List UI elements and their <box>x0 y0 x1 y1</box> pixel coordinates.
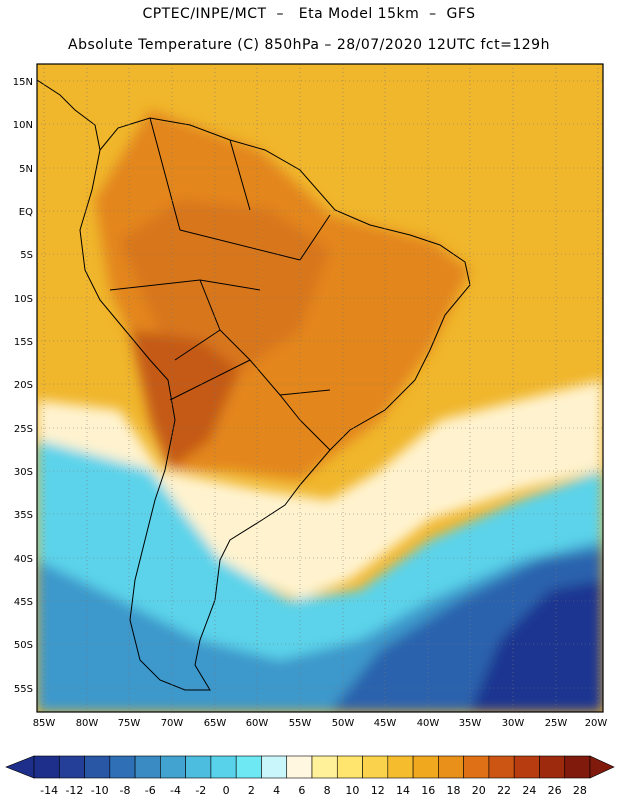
colorbar-over-arrow <box>589 755 615 779</box>
colorbar-swatch <box>438 755 464 779</box>
colorbar-swatch <box>362 755 389 779</box>
lat-label: 20S <box>14 380 33 391</box>
lon-label: 40W <box>417 718 440 729</box>
colorbar-swatch <box>134 755 161 779</box>
lat-label: 10N <box>13 120 33 131</box>
colorbar-swatch <box>109 755 136 779</box>
colorbar-swatch <box>387 755 414 779</box>
lat-label: 35S <box>14 510 33 521</box>
colorbar-swatch <box>286 755 313 779</box>
lon-axis: 85W 80W 75W 70W 65W 60W 55W 50W 45W 40W … <box>33 718 608 729</box>
lon-label: 45W <box>374 718 397 729</box>
colorbar-label: 8 <box>324 784 331 797</box>
lat-label: 10S <box>14 294 33 305</box>
lon-label: 50W <box>332 718 355 729</box>
colorbar-under-arrow <box>5 755 35 779</box>
colorbar-swatch <box>235 755 262 779</box>
lat-axis: 15N 10N 5N EQ 5S 10S 15S 20S 25S 30S 35S… <box>13 77 33 695</box>
colorbar-label: 28 <box>573 784 587 797</box>
colorbar-swatch <box>311 755 338 779</box>
temperature-field <box>37 64 603 712</box>
lon-label: 25W <box>545 718 568 729</box>
lat-label: 50S <box>14 640 33 651</box>
colorbar-label: 0 <box>223 784 230 797</box>
colorbar-swatch <box>513 755 540 779</box>
lat-label: 15N <box>13 77 33 88</box>
colorbar-swatch <box>210 755 237 779</box>
colorbar-label: -8 <box>119 784 130 797</box>
colorbar-label: 26 <box>548 784 562 797</box>
graticule <box>37 64 603 712</box>
field-deep-cold <box>470 580 603 712</box>
colorbar-label: -6 <box>145 784 156 797</box>
colorbar-swatch <box>84 755 111 779</box>
chart-title-line2: Absolute Temperature (C) 850hPa – 28/07/… <box>68 37 550 53</box>
field-hot-amazon <box>120 200 330 380</box>
chart-title-line1: CPTEC/INPE/MCT – Eta Model 15km – GFS <box>142 6 476 22</box>
colorbar-swatch <box>33 755 60 779</box>
lon-label: 55W <box>289 718 312 729</box>
plot-frame <box>36 63 604 713</box>
colorbar-label: -12 <box>65 784 83 797</box>
colorbar-swatch <box>412 755 439 779</box>
colorbar-swatch <box>336 755 363 779</box>
colorbar-swatch <box>564 755 591 779</box>
lat-label: 40S <box>14 554 33 565</box>
lon-label: 75W <box>118 718 141 729</box>
border-lines <box>109 117 331 451</box>
coastlines <box>37 79 471 691</box>
lon-label: 30W <box>502 718 525 729</box>
lon-label: 60W <box>246 718 269 729</box>
lat-label: 5S <box>20 250 33 261</box>
lat-label: 30S <box>14 467 33 478</box>
colorbar-label: -4 <box>170 784 181 797</box>
colorbar: -14 -12 -10 -8 -6 -4 -2 0 2 4 6 8 10 12 14 16 18 20 22 24 26… <box>5 755 615 797</box>
colorbar-label: 22 <box>497 784 511 797</box>
lat-label: 45S <box>14 597 33 608</box>
field-hot-andes <box>130 330 240 470</box>
colorbar-swatch <box>185 755 212 779</box>
colorbar-label: 14 <box>396 784 410 797</box>
colorbar-label: -10 <box>91 784 109 797</box>
colorbar-label: 4 <box>273 784 280 797</box>
colorbar-swatch <box>488 755 515 779</box>
field-pale-band <box>37 380 603 600</box>
lat-label: 5N <box>19 164 33 175</box>
colorbar-label: 12 <box>371 784 385 797</box>
lon-label: 70W <box>161 718 184 729</box>
lat-label: 25S <box>14 424 33 435</box>
lon-label: 65W <box>204 718 227 729</box>
coastline-central-america <box>37 79 101 151</box>
colorbar-label: 10 <box>345 784 359 797</box>
colorbar-label: -14 <box>40 784 58 797</box>
lat-label: 15S <box>14 337 33 348</box>
colorbar-label: 6 <box>298 784 305 797</box>
colorbar-swatch <box>160 755 186 779</box>
lon-label: 85W <box>33 718 56 729</box>
colorbar-swatch <box>463 755 490 779</box>
colorbar-label: 20 <box>472 784 486 797</box>
colorbar-swatch <box>539 755 566 779</box>
colorbar-swatch <box>261 755 288 779</box>
colorbar-swatch <box>58 755 85 779</box>
colorbar-boxes <box>5 755 615 779</box>
colorbar-label: 24 <box>522 784 536 797</box>
lon-label: 20W <box>585 718 608 729</box>
lon-label: 80W <box>76 718 99 729</box>
colorbar-labels: -14 -12 -10 -8 -6 -4 -2 0 2 4 6 8 10 12 14 16 18 20 22 24 26… <box>40 784 587 797</box>
lon-label: 35W <box>459 718 482 729</box>
coastline-south-america <box>79 117 471 691</box>
colorbar-label: 16 <box>421 784 435 797</box>
colorbar-label: 2 <box>248 784 255 797</box>
lat-label: EQ <box>19 207 33 218</box>
lat-label: 55S <box>14 684 33 695</box>
colorbar-label: -2 <box>195 784 206 797</box>
colorbar-label: 18 <box>447 784 461 797</box>
